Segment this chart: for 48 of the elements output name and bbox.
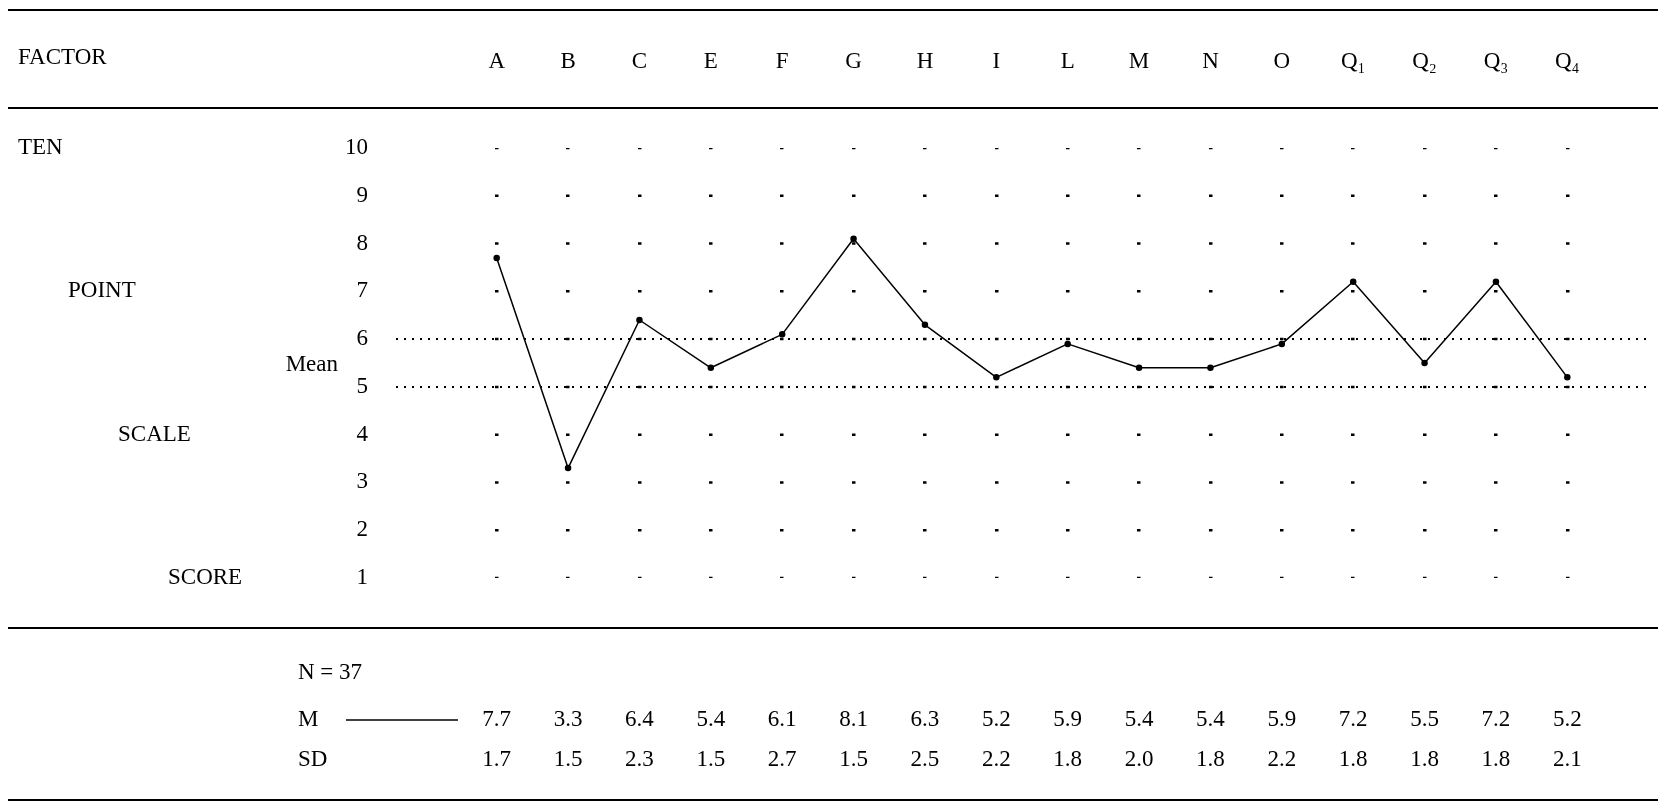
- y-tick-label: 9: [356, 181, 368, 207]
- y-tick-label: 6: [356, 325, 368, 351]
- x-tick-label: Q₁: [1340, 48, 1366, 74]
- x-tick-label: F: [775, 48, 789, 74]
- data-label: 5.4: [1196, 706, 1226, 732]
- data-label: 8.1: [839, 706, 868, 732]
- y-tick-label: 4: [356, 420, 369, 446]
- y-tick-label: 8: [356, 229, 368, 255]
- x-tick-label: M: [1128, 48, 1150, 74]
- data-label: 7.2: [1481, 706, 1511, 732]
- text: SD 1.7 1.5 2.3 1.5 2.7 1.5 2.5 2.2 1.8 2.0 1.8 2.2 1.8 1.8 1.8 2.1: [298, 746, 1582, 772]
- text: FACTOR: [18, 44, 108, 70]
- x-tick-label: I: [992, 48, 1001, 74]
- y-tick-label: 10: [345, 134, 368, 160]
- data-label: 6.3: [910, 706, 940, 732]
- x-tick-label: G: [845, 48, 862, 74]
- data-label: 6.1: [767, 706, 797, 732]
- x-tick-label: Q₄: [1554, 48, 1580, 74]
- data-label: 7.2: [1338, 706, 1368, 732]
- x-tick-label: Q₂: [1412, 48, 1437, 74]
- x-tick-label: A: [488, 48, 506, 74]
- y-tick-label: 3: [356, 468, 368, 494]
- data-label: 5.2: [981, 706, 1011, 732]
- x-tick-label: B: [560, 48, 576, 74]
- x-tick-label: O: [1273, 48, 1291, 74]
- data-label: 5.2: [1552, 706, 1582, 732]
- data-label: 5.9: [1053, 706, 1083, 732]
- ref-line-label: Mean: [285, 350, 339, 376]
- text: TEN POINT SCALE SCORE: [18, 134, 243, 590]
- x-tick-label: L: [1060, 48, 1075, 74]
- x-tick-label: N: [1202, 48, 1220, 74]
- y-tick-label: 2: [356, 516, 368, 542]
- y-tick-label: 5: [356, 372, 368, 398]
- y-tick-label: 7: [356, 277, 368, 303]
- x-tick-label: E: [703, 48, 718, 74]
- x-tick-label: Q₃: [1483, 48, 1509, 74]
- x-tick-label: C: [631, 48, 648, 74]
- data-label: 5.4: [1124, 706, 1154, 732]
- data-label: 7.7: [482, 706, 512, 732]
- x-tick-label: H: [916, 48, 934, 74]
- legend-label: M: [298, 706, 319, 732]
- text: N = 37: [298, 659, 363, 685]
- data-label: 3.3: [553, 706, 583, 732]
- data-label: 6.4: [625, 706, 655, 732]
- y-tick-label: 1: [356, 564, 368, 590]
- data-label: 5.5: [1410, 706, 1439, 732]
- data-label: 5.9: [1267, 706, 1297, 732]
- data-label: 5.4: [696, 706, 726, 732]
